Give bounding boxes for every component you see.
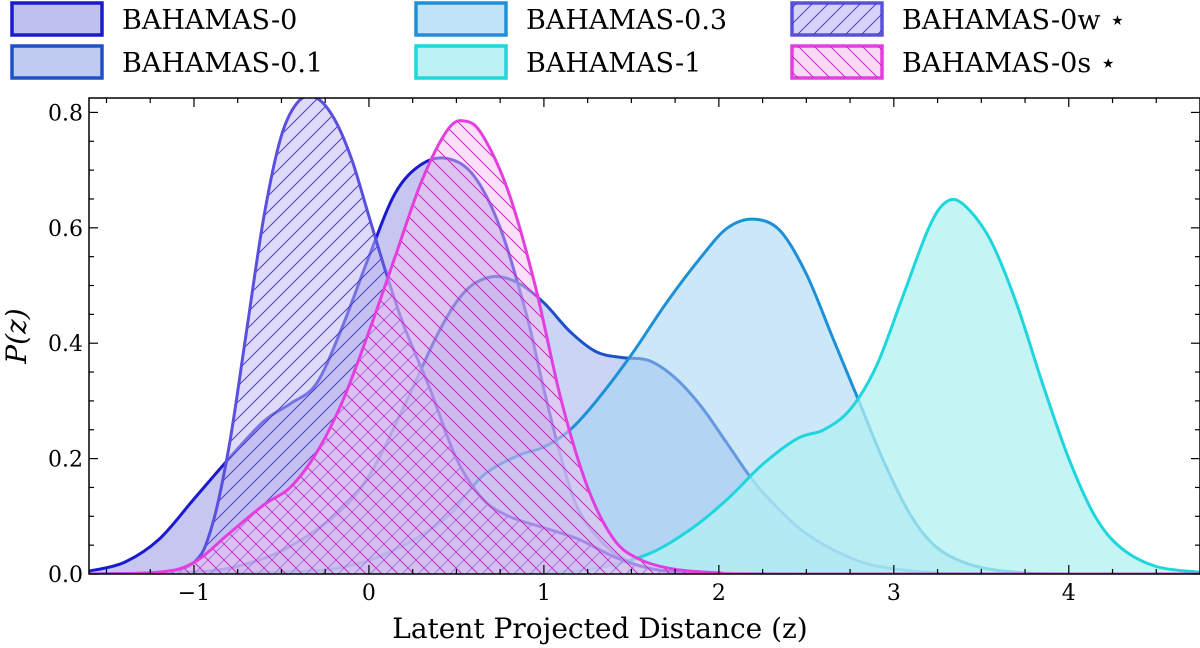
x-tick-label: 3 [887, 581, 901, 606]
legend-item-bahamas-0: BAHAMAS-0 [10, 1, 297, 37]
legend-swatch [10, 44, 104, 80]
y-tick-label: 0.6 [48, 217, 83, 242]
area-bahamas-0-3 [89, 219, 1200, 574]
x-tick-label: −1 [178, 581, 210, 606]
y-axis-title: P(z) [0, 308, 33, 364]
x-axis: −1 0 1 2 3 4 [105, 98, 1157, 606]
y-axis: 0.0 0.2 0.4 0.6 0.8 [48, 101, 1200, 588]
legend-item-bahamas-0s: BAHAMAS-0s ⋆ [790, 44, 1117, 80]
legend-swatch-hatch [792, 46, 882, 78]
legend-item-bahamas-0w: BAHAMAS-0w ⋆ [790, 1, 1126, 37]
legend: BAHAMAS-0 BAHAMAS-0.1 BAHAMAS-0.3 BAHAMAS-1… [10, 1, 1126, 80]
legend-label: BAHAMAS-0.1 [122, 48, 323, 79]
area-bahamas-1 [89, 199, 1200, 574]
legend-item-bahamas-0-1: BAHAMAS-0.1 [10, 44, 323, 80]
x-tick-label: 1 [537, 581, 551, 606]
x-tick-label: 4 [1062, 581, 1076, 606]
y-tick-label: 0.0 [48, 563, 83, 588]
hatch-bahamas-0s [89, 120, 1200, 574]
y-tick-label: 0.8 [48, 101, 83, 126]
legend-swatch [10, 1, 104, 37]
series-bahamas-0s [89, 119, 1200, 574]
x-axis-title: Latent Projected Distance (z) [392, 612, 807, 645]
legend-label: BAHAMAS-0w ⋆ [902, 5, 1126, 36]
legend-label: BAHAMAS-0s ⋆ [902, 48, 1117, 79]
plot-frame [88, 97, 1200, 575]
x-tick-label: 2 [712, 581, 726, 606]
legend-label: BAHAMAS-1 [526, 48, 701, 79]
legend-swatch-hatch [792, 3, 882, 35]
legend-swatch [414, 1, 508, 37]
x-tick-label: 0 [362, 581, 376, 606]
plot-area [89, 98, 1200, 574]
legend-label: BAHAMAS-0 [122, 5, 297, 36]
legend-item-bahamas-0-3: BAHAMAS-0.3 [414, 1, 727, 37]
y-tick-label: 0.4 [48, 332, 83, 357]
legend-item-bahamas-1: BAHAMAS-1 [414, 44, 701, 80]
y-tick-label: 0.2 [48, 448, 83, 473]
legend-label: BAHAMAS-0.3 [526, 5, 727, 36]
line-bahamas-0s [89, 119, 1200, 574]
legend-swatch [414, 44, 508, 80]
